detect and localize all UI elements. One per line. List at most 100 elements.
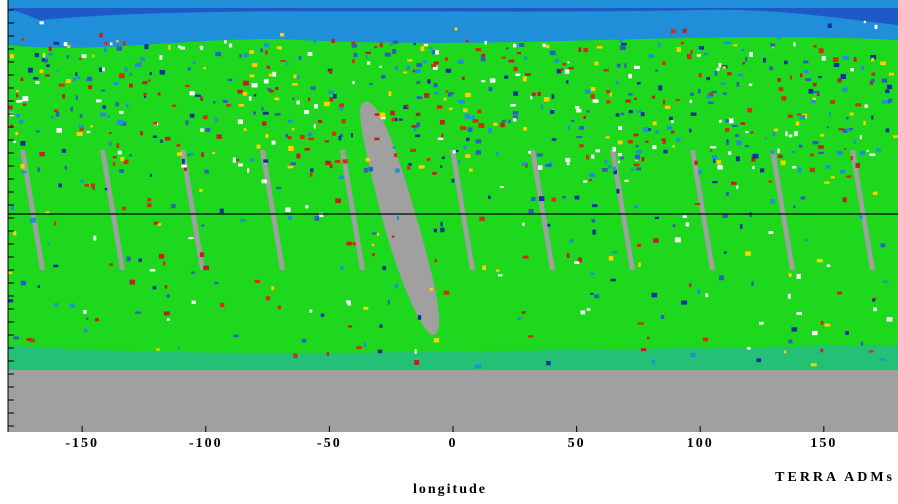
- speck: [116, 143, 120, 148]
- speck: [613, 166, 617, 171]
- speck: [125, 103, 129, 108]
- speck: [592, 229, 596, 235]
- speck: [9, 112, 14, 117]
- speck: [102, 67, 106, 72]
- speck: [99, 32, 103, 38]
- speck: [633, 65, 640, 69]
- speck: [374, 137, 380, 141]
- speck: [13, 336, 20, 340]
- speck: [527, 335, 534, 338]
- speck: [517, 317, 523, 320]
- speck: [243, 53, 249, 58]
- speck: [589, 272, 595, 275]
- speck: [611, 250, 617, 254]
- speck: [363, 306, 369, 310]
- speck: [592, 204, 598, 208]
- speck: [233, 334, 239, 338]
- speck: [538, 165, 543, 170]
- speck: [323, 101, 330, 107]
- speck: [724, 251, 727, 254]
- speck: [222, 99, 228, 103]
- speck: [830, 100, 835, 104]
- speck: [379, 65, 382, 68]
- x-tick-label: 100: [687, 436, 714, 451]
- x-axis: -150 -100 -50 0 50 100 150: [65, 426, 835, 451]
- speck: [795, 121, 800, 126]
- swath-gap: [450, 150, 475, 270]
- speck: [371, 232, 378, 235]
- speck: [416, 81, 421, 85]
- speck: [433, 61, 439, 65]
- speck: [500, 185, 504, 189]
- speck: [265, 296, 271, 301]
- speck: [430, 51, 434, 54]
- speck: [51, 115, 54, 120]
- speck: [379, 42, 384, 48]
- speck: [266, 65, 271, 69]
- speck: [232, 157, 237, 163]
- speck: [705, 293, 709, 298]
- speck: [341, 119, 346, 124]
- speck: [638, 262, 641, 267]
- speck: [613, 169, 617, 175]
- speck: [119, 169, 124, 173]
- speck: [495, 269, 500, 272]
- speck: [575, 105, 580, 109]
- speck: [313, 40, 316, 44]
- x-tick-label: 0: [449, 436, 458, 451]
- speck: [153, 121, 158, 125]
- speck: [275, 87, 279, 91]
- speck: [482, 265, 487, 271]
- speck: [238, 103, 244, 107]
- speck: [290, 162, 297, 166]
- speck: [578, 47, 582, 53]
- speck: [512, 118, 517, 122]
- speck: [203, 67, 207, 70]
- speck: [62, 94, 66, 99]
- speck: [750, 21, 755, 27]
- speck: [583, 47, 589, 53]
- speck: [110, 42, 113, 46]
- speck: [107, 115, 110, 118]
- speck: [90, 183, 96, 188]
- speck: [595, 149, 600, 153]
- speck: [443, 97, 447, 101]
- speck: [280, 59, 286, 62]
- speck: [716, 160, 721, 165]
- speck: [859, 215, 863, 219]
- x-axis-label: longitude: [413, 482, 487, 497]
- speck: [430, 64, 437, 68]
- speck: [159, 55, 163, 60]
- speck: [882, 280, 889, 283]
- speck: [39, 21, 44, 25]
- speck: [242, 92, 248, 96]
- speck: [76, 76, 81, 79]
- speck: [261, 179, 267, 184]
- speck: [634, 205, 639, 209]
- speck: [703, 52, 708, 56]
- speck: [390, 110, 395, 116]
- speck: [384, 52, 391, 57]
- speck: [37, 167, 41, 172]
- speck: [70, 106, 73, 112]
- speck: [43, 58, 49, 63]
- speck: [116, 40, 119, 43]
- swath-gap: [20, 150, 45, 270]
- speck: [445, 68, 452, 73]
- speck: [309, 309, 313, 313]
- speck: [478, 122, 485, 128]
- speck: [648, 54, 654, 59]
- speck: [484, 40, 487, 45]
- speck: [726, 41, 732, 44]
- speck: [398, 118, 403, 121]
- speck: [745, 251, 751, 256]
- speck: [143, 93, 146, 96]
- speck: [590, 292, 594, 295]
- speck: [152, 286, 157, 290]
- speck: [515, 73, 521, 77]
- speck: [407, 59, 413, 62]
- speck: [725, 191, 729, 196]
- speck: [591, 154, 595, 159]
- speck: [314, 103, 318, 109]
